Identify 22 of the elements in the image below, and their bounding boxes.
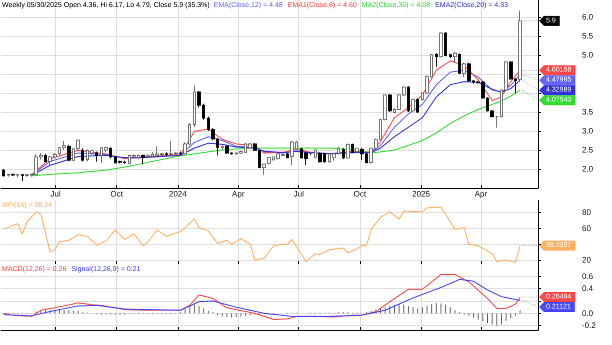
y-tick-label: 5.5 bbox=[582, 32, 594, 41]
y-tick-label: 20 bbox=[582, 256, 592, 264]
y-tick-label: 3.0 bbox=[582, 126, 594, 136]
x-tick-label: Jul bbox=[294, 190, 304, 198]
y-tick-label: 6.0 bbox=[582, 12, 594, 22]
y-tick-label: 60 bbox=[582, 224, 592, 233]
x-tick-label: 2025 bbox=[412, 190, 430, 198]
y-tick-label: 80 bbox=[582, 208, 592, 218]
x-tick-label: 2024 bbox=[168, 190, 188, 198]
y-tick-label: 5.0 bbox=[582, 50, 594, 60]
y-tick-label: -0.2 bbox=[582, 321, 596, 330]
y-tick-label: 0.4 bbox=[582, 284, 594, 294]
x-tick-label: Oct bbox=[110, 190, 124, 198]
y-tick-label: 3.5 bbox=[582, 108, 594, 117]
y-tick-label: 0.6 bbox=[582, 272, 594, 281]
x-tick-label: Jul bbox=[50, 190, 61, 198]
x-tick-label: Apr bbox=[474, 190, 488, 198]
x-tick-label: Apr bbox=[232, 190, 245, 198]
y-tick-label: 0.0 bbox=[582, 308, 594, 318]
x-tick-label: Oct bbox=[354, 190, 367, 198]
y-tick-label: 2.0 bbox=[582, 164, 594, 174]
y-tick-label: 2.5 bbox=[582, 146, 594, 155]
